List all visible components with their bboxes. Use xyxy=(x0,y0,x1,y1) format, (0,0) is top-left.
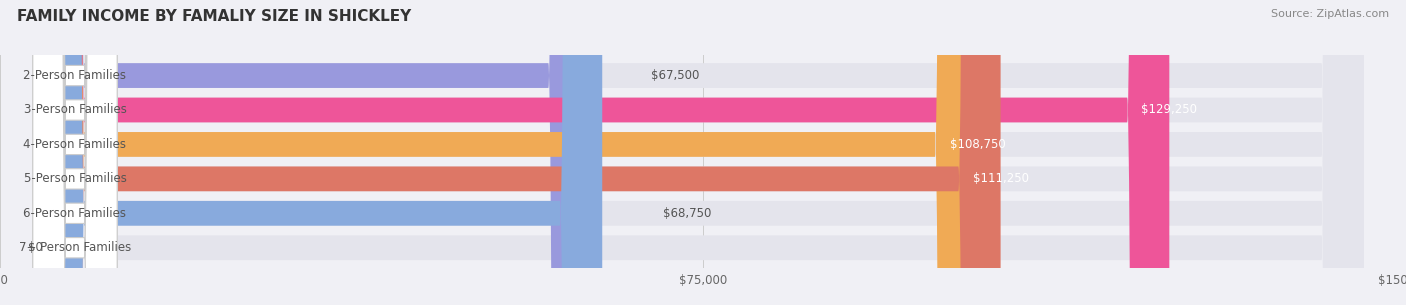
Text: $68,750: $68,750 xyxy=(664,207,711,220)
FancyBboxPatch shape xyxy=(32,0,117,305)
FancyBboxPatch shape xyxy=(32,0,117,305)
FancyBboxPatch shape xyxy=(32,0,117,305)
Text: $67,500: $67,500 xyxy=(651,69,700,82)
Text: $129,250: $129,250 xyxy=(1142,103,1198,117)
Text: 3-Person Families: 3-Person Families xyxy=(24,103,127,117)
Text: FAMILY INCOME BY FAMALIY SIZE IN SHICKLEY: FAMILY INCOME BY FAMALIY SIZE IN SHICKLE… xyxy=(17,9,411,24)
FancyBboxPatch shape xyxy=(42,0,1364,305)
Text: 6-Person Families: 6-Person Families xyxy=(24,207,127,220)
FancyBboxPatch shape xyxy=(42,0,1170,305)
FancyBboxPatch shape xyxy=(42,0,1364,305)
Text: 2-Person Families: 2-Person Families xyxy=(24,69,127,82)
Text: $108,750: $108,750 xyxy=(949,138,1005,151)
FancyBboxPatch shape xyxy=(42,0,1364,305)
Text: $0: $0 xyxy=(28,241,44,254)
Text: 7+ Person Families: 7+ Person Families xyxy=(18,241,131,254)
Text: 4-Person Families: 4-Person Families xyxy=(24,138,127,151)
FancyBboxPatch shape xyxy=(42,0,1364,305)
FancyBboxPatch shape xyxy=(32,0,117,305)
Text: 5-Person Families: 5-Person Families xyxy=(24,172,127,185)
FancyBboxPatch shape xyxy=(42,0,1364,305)
FancyBboxPatch shape xyxy=(42,0,1364,305)
FancyBboxPatch shape xyxy=(42,0,602,305)
FancyBboxPatch shape xyxy=(42,0,977,305)
Text: $111,250: $111,250 xyxy=(973,172,1029,185)
FancyBboxPatch shape xyxy=(42,0,1001,305)
FancyBboxPatch shape xyxy=(32,0,117,305)
FancyBboxPatch shape xyxy=(32,0,117,305)
FancyBboxPatch shape xyxy=(42,0,591,305)
Text: Source: ZipAtlas.com: Source: ZipAtlas.com xyxy=(1271,9,1389,19)
